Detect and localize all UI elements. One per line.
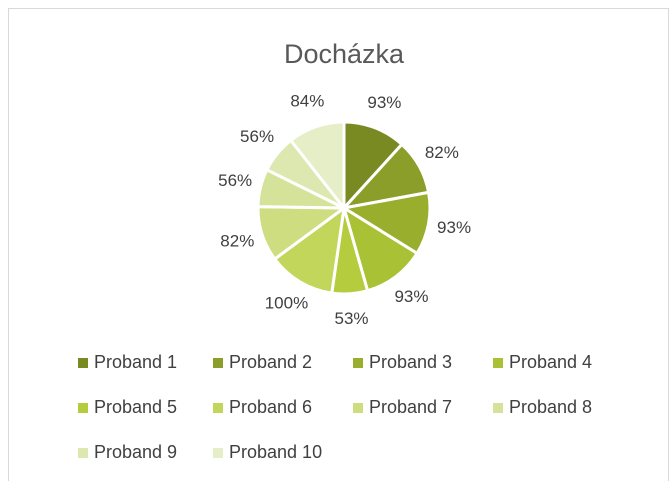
legend-marker xyxy=(493,358,503,368)
data-label: 93% xyxy=(367,93,401,112)
data-label: 93% xyxy=(437,218,471,237)
legend-marker xyxy=(493,403,503,413)
legend-marker xyxy=(78,403,88,413)
legend-marker xyxy=(213,403,223,413)
legend-marker xyxy=(213,448,223,458)
legend-label: Proband 6 xyxy=(229,397,312,417)
data-label: 56% xyxy=(240,127,274,146)
data-label: 84% xyxy=(290,92,324,111)
data-label: 53% xyxy=(335,309,369,328)
legend-label: Proband 5 xyxy=(94,397,177,417)
legend-marker xyxy=(213,358,223,368)
legend-label: Proband 3 xyxy=(369,352,452,372)
data-label: 56% xyxy=(218,171,252,190)
legend-marker xyxy=(78,448,88,458)
legend-label: Proband 2 xyxy=(229,352,312,372)
data-label: 82% xyxy=(425,143,459,162)
data-label: 93% xyxy=(394,287,428,306)
legend-label: Proband 9 xyxy=(94,442,177,462)
legend-marker xyxy=(353,358,363,368)
legend-marker xyxy=(353,403,363,413)
legend-label: Proband 8 xyxy=(509,397,592,417)
legend-label: Proband 10 xyxy=(229,442,322,462)
legend-label: Proband 7 xyxy=(369,397,452,417)
legend-label: Proband 1 xyxy=(94,352,177,372)
pie-slice xyxy=(288,120,346,213)
legend-marker xyxy=(78,358,88,368)
chart-title: Docházka xyxy=(284,39,405,69)
data-label: 82% xyxy=(220,232,254,251)
data-label: 100% xyxy=(265,294,308,313)
legend-label: Proband 4 xyxy=(509,352,592,372)
